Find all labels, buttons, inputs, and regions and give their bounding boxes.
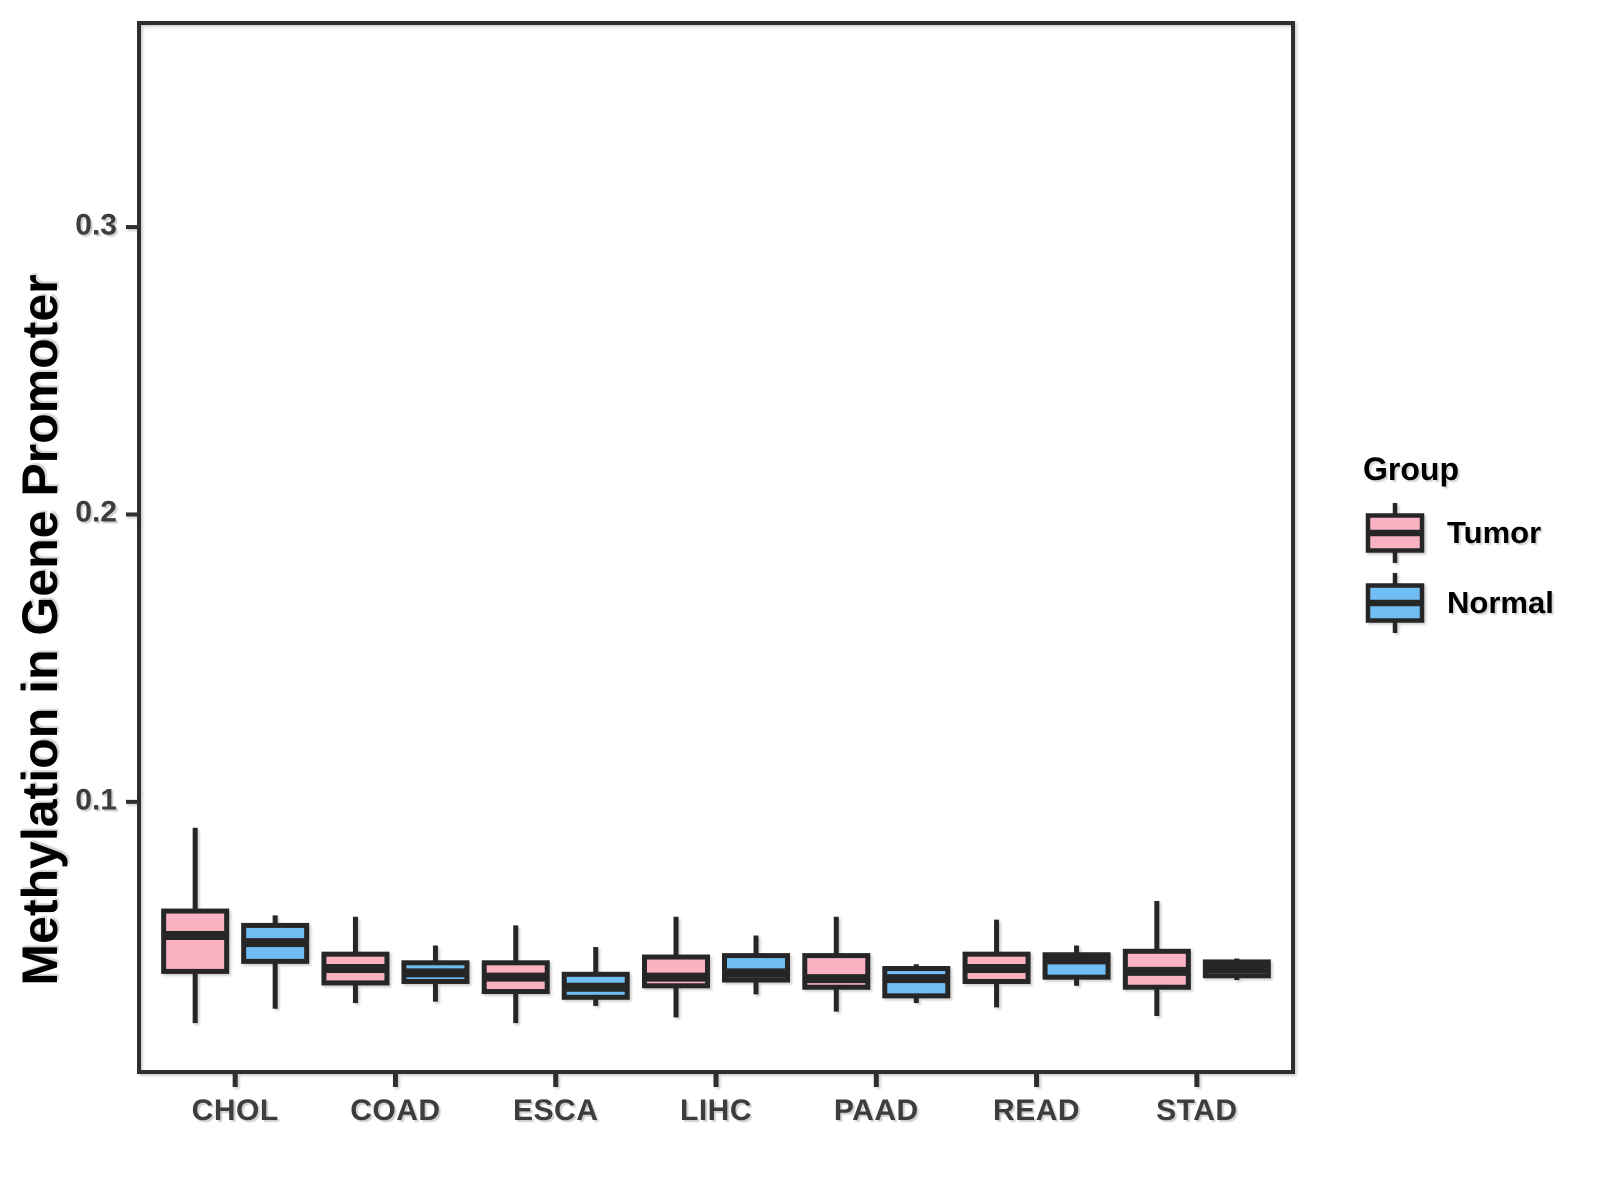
x-tick-label-stad: STAD [1156, 1094, 1238, 1127]
x-tick-label-esca: ESCA [513, 1094, 599, 1127]
x-tick-label-paad: PAAD [833, 1094, 919, 1127]
boxplot-normal-paad [882, 964, 951, 1004]
boxplot-tumor-paad [802, 916, 871, 1012]
boxplot-glyph-normal-icon [1365, 573, 1425, 633]
legend: Group Tumor Normal [1363, 450, 1554, 638]
boxplot-normal-chol [241, 915, 310, 1009]
boxplot-normal-lihc [722, 935, 790, 995]
x-tick-label-chol: CHOL [191, 1094, 279, 1127]
y-tick-label-0.2: 0.2 [75, 496, 117, 530]
boxplot-normal-read [1042, 945, 1111, 986]
boxplot-tumor-coad [321, 916, 390, 1004]
legend-label-normal: Normal [1447, 585, 1554, 620]
boxplot-glyph-tumor-icon [1365, 503, 1425, 563]
boxplot-tumor-lihc [642, 916, 710, 1018]
legend-label-tumor: Tumor [1447, 515, 1542, 550]
x-tick-label-lihc: LIHC [680, 1094, 752, 1127]
y-tick-label-0.1: 0.1 [75, 783, 117, 817]
y-tick-label-0.3: 0.3 [75, 208, 117, 242]
boxplot-normal-stad [1202, 958, 1271, 981]
legend-item-tumor: Tumor [1363, 498, 1554, 568]
boxplot-tumor-stad [1122, 900, 1191, 1016]
boxplot-normal-coad [401, 945, 470, 1002]
x-tick-label-read: READ [993, 1094, 1081, 1127]
x-tick-label-coad: COAD [350, 1094, 441, 1127]
panel-border [137, 21, 1295, 1074]
legend-item-normal: Normal [1363, 568, 1554, 638]
y-axis-title: Methylation in Gene Promoter [12, 274, 68, 986]
legend-title: Group [1363, 451, 1459, 487]
boxplot-normal-esca [561, 946, 630, 1006]
boxplot-tumor-esca [481, 925, 550, 1024]
boxplot-tumor-read [962, 919, 1031, 1008]
boxplot-tumor-chol [161, 827, 230, 1024]
